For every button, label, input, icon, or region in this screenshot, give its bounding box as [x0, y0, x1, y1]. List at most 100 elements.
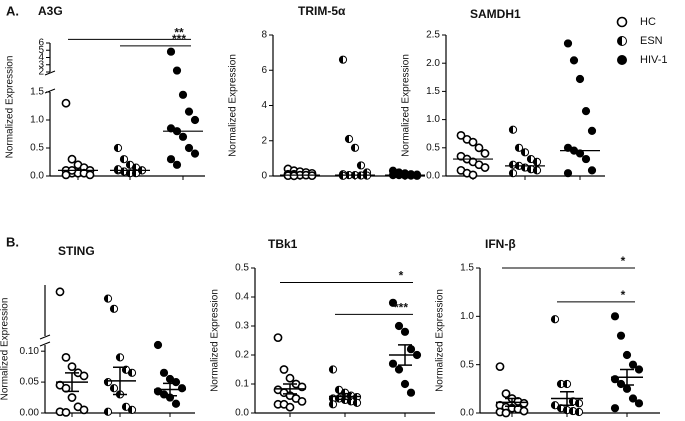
data-point: [388, 298, 398, 307]
data-point: [394, 365, 404, 374]
data-point: [568, 406, 578, 416]
y-tick-label: 0: [261, 171, 267, 182]
data-point: [616, 331, 626, 340]
data-point: [125, 169, 135, 178]
significance-label: ***: [394, 301, 408, 315]
data-point: [285, 402, 295, 412]
error-bar: [398, 344, 412, 366]
data-point: [127, 368, 137, 377]
data-point: [109, 384, 119, 393]
y-tick-label: 0.0: [460, 408, 474, 419]
data-point: [562, 379, 572, 389]
data-point: [119, 155, 129, 164]
data-point: [285, 373, 295, 383]
legend-label: HC: [640, 16, 656, 28]
data-point: [563, 39, 573, 48]
y-tick-label: 2.5: [426, 30, 440, 41]
y-tick-label: 2.0: [426, 58, 440, 69]
error-bar: [283, 383, 297, 395]
data-point: [61, 407, 71, 417]
data-point: [520, 148, 530, 157]
data-point: [352, 398, 362, 407]
data-point: [109, 304, 119, 313]
data-point: [581, 107, 591, 116]
y-tick-label: 2: [38, 67, 44, 78]
data-point: [127, 405, 137, 415]
error-bar: [505, 397, 519, 407]
axis-break: [44, 70, 56, 94]
y-tick-label: 0.5: [30, 143, 44, 154]
data-point: [159, 368, 169, 377]
legend-label: HIV-1: [640, 54, 668, 66]
data-point: [574, 407, 584, 417]
data-point: [177, 384, 187, 393]
data-point: [297, 396, 307, 406]
data-point: [289, 171, 299, 181]
y-tick-label: 0.0: [30, 171, 44, 182]
y-tick-label: 1.5: [426, 86, 440, 97]
chart-title: TRIM-5α: [298, 4, 346, 18]
y-tick-label: 2: [261, 135, 267, 146]
data-point: [172, 66, 182, 75]
data-point: [406, 345, 416, 354]
y-tick-label: 3: [38, 59, 44, 70]
error-bar: [163, 382, 177, 397]
data-point: [628, 360, 638, 369]
data-point: [61, 170, 71, 180]
data-point: [273, 333, 283, 342]
panel-label: B.: [6, 234, 19, 249]
data-point: [400, 379, 410, 389]
y-tick-label: 5: [38, 45, 44, 56]
y-tick-label: 0.1: [235, 379, 249, 390]
data-point: [79, 371, 89, 381]
data-point: [131, 169, 141, 178]
data-point: [184, 107, 194, 116]
y-tick-label: 0.4: [235, 292, 249, 303]
data-point: [495, 362, 505, 371]
data-point: [115, 353, 125, 362]
data-point: [388, 359, 398, 368]
data-point: [350, 143, 360, 152]
data-point: [456, 130, 466, 140]
significance-label: ***: [172, 32, 186, 46]
data-point: [328, 400, 338, 409]
error-bar: [113, 366, 127, 396]
data-point: [67, 362, 77, 372]
data-point: [563, 169, 573, 178]
y-axis-label: Normalized Expression: [0, 298, 11, 401]
data-point: [610, 404, 620, 413]
data-point: [178, 90, 188, 99]
y-axis-label: Normalized Expression: [401, 54, 412, 157]
error-bar: [65, 372, 79, 393]
data-point: [178, 132, 188, 141]
data-point: [328, 365, 338, 374]
data-point: [480, 149, 490, 158]
error-bar: [620, 368, 634, 386]
y-tick-label: 0.3: [235, 321, 249, 332]
data-point: [480, 163, 490, 172]
data-point: [55, 287, 65, 297]
data-point: [587, 126, 597, 135]
data-point: [412, 171, 422, 180]
y-tick-label: 6: [261, 65, 267, 76]
data-point: [514, 143, 524, 152]
y-axis-label: Normalized Expression: [435, 289, 446, 392]
data-point: [121, 402, 131, 411]
significance-label: **: [174, 26, 184, 40]
y-tick-label: 0.5: [426, 142, 440, 153]
panel-label: A.: [6, 3, 19, 18]
data-point: [166, 47, 176, 56]
data-point: [400, 327, 410, 336]
y-tick-label: 1.5: [460, 263, 474, 274]
data-point: [628, 394, 638, 403]
data-point: [622, 350, 632, 360]
axis-break: [39, 334, 51, 347]
significance-label: *: [621, 288, 626, 302]
data-point: [532, 166, 542, 175]
data-point: [103, 294, 113, 303]
data-point: [574, 399, 584, 408]
data-point: [338, 171, 348, 180]
y-tick-label: 8: [261, 30, 267, 41]
error-bar: [560, 390, 574, 407]
y-tick-label: 1.0: [30, 115, 44, 126]
